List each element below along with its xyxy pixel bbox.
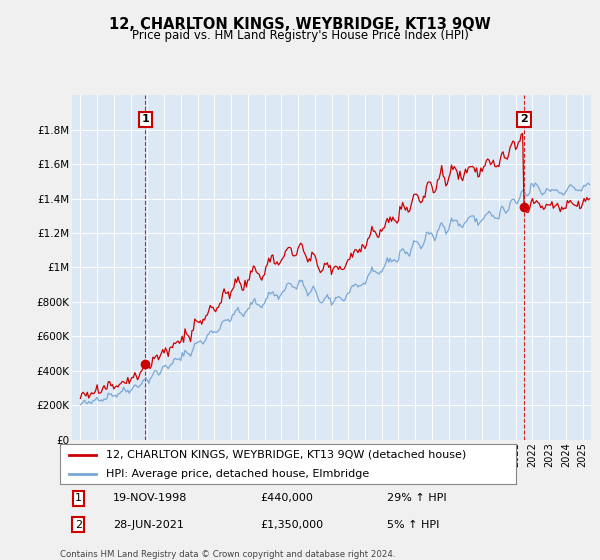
- Text: 1: 1: [142, 114, 149, 124]
- Text: 12, CHARLTON KINGS, WEYBRIDGE, KT13 9QW (detached house): 12, CHARLTON KINGS, WEYBRIDGE, KT13 9QW …: [106, 450, 466, 460]
- Text: 19-NOV-1998: 19-NOV-1998: [113, 493, 187, 503]
- Text: 28-JUN-2021: 28-JUN-2021: [113, 520, 184, 530]
- Text: Price paid vs. HM Land Registry's House Price Index (HPI): Price paid vs. HM Land Registry's House …: [131, 29, 469, 42]
- Text: £440,000: £440,000: [260, 493, 314, 503]
- Text: 5% ↑ HPI: 5% ↑ HPI: [388, 520, 440, 530]
- Text: HPI: Average price, detached house, Elmbridge: HPI: Average price, detached house, Elmb…: [106, 469, 369, 479]
- Text: Contains HM Land Registry data © Crown copyright and database right 2024.
This d: Contains HM Land Registry data © Crown c…: [60, 550, 395, 560]
- Text: 1: 1: [75, 493, 82, 503]
- Text: 2: 2: [75, 520, 82, 530]
- Text: 2: 2: [520, 114, 528, 124]
- Text: £1,350,000: £1,350,000: [260, 520, 324, 530]
- Text: 29% ↑ HPI: 29% ↑ HPI: [388, 493, 447, 503]
- Text: 12, CHARLTON KINGS, WEYBRIDGE, KT13 9QW: 12, CHARLTON KINGS, WEYBRIDGE, KT13 9QW: [109, 17, 491, 32]
